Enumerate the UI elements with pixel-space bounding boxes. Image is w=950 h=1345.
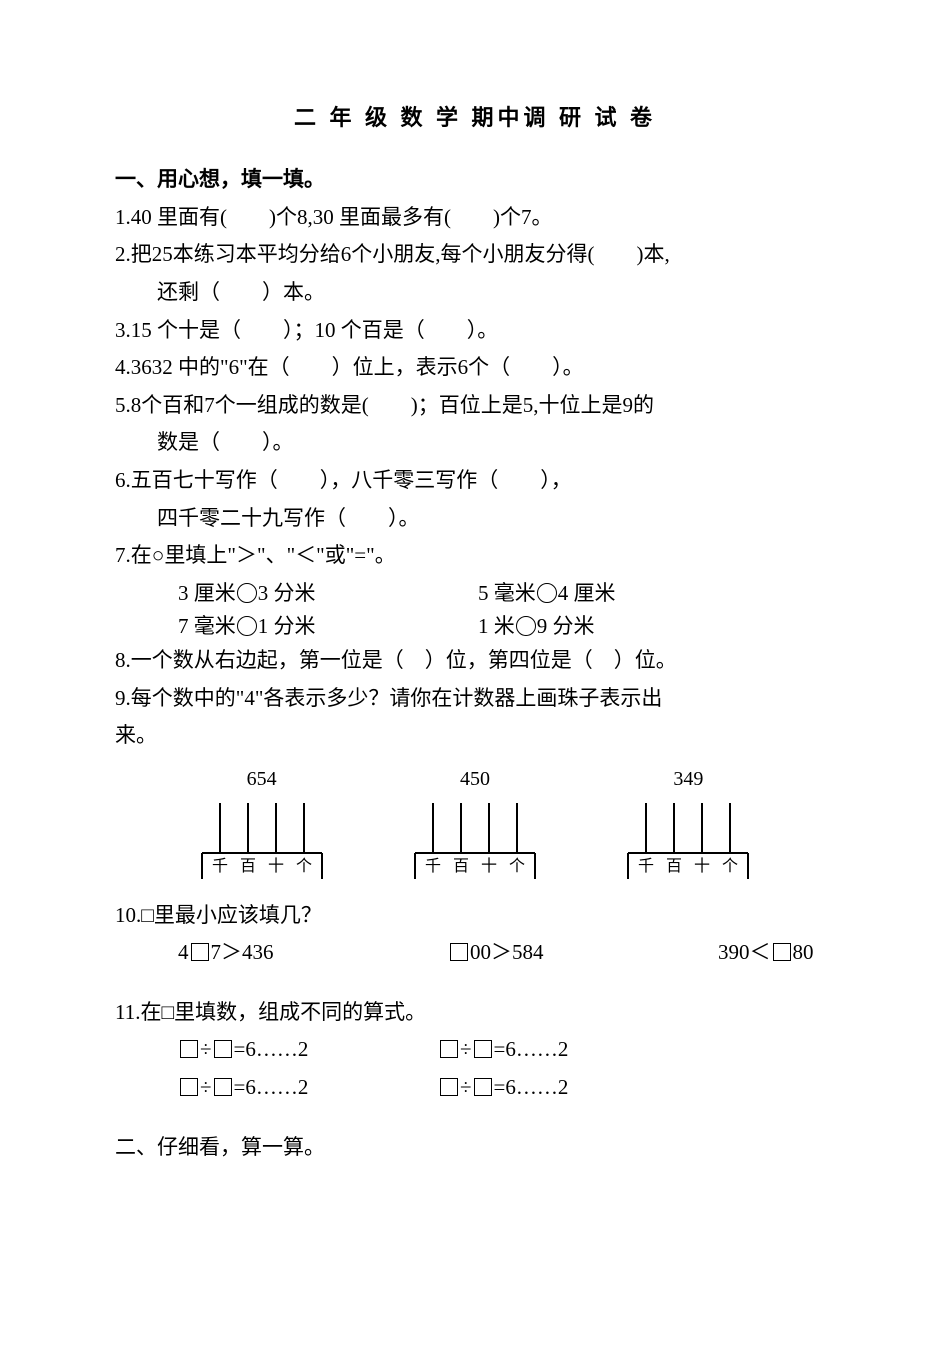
circle-icon — [537, 583, 557, 603]
question-10: 10.□里最小应该填几？ — [115, 899, 835, 933]
minfill-cell: 00＞584 — [448, 936, 718, 970]
compare-cell: 1 米 9 分米 — [478, 610, 778, 644]
square-icon — [440, 1078, 458, 1096]
question-1: 1.40 里面有( )个8,30 里面最多有( )个7。 — [115, 201, 835, 235]
section-1-header: 一、用心想，填一填。 — [115, 163, 835, 197]
square-icon — [191, 943, 209, 961]
abacus-row: 654 千 百 十 个 450 千 百 十 个 — [155, 763, 795, 881]
minfill-cell: 390＜ 80 — [718, 936, 950, 970]
divide-sign: ÷ — [200, 1037, 212, 1061]
svg-text:百: 百 — [240, 858, 256, 875]
question-2-line2: 还剩（ ）本。 — [115, 276, 835, 310]
svg-text:千: 千 — [638, 857, 654, 875]
abacus-number: 450 — [460, 763, 490, 795]
square-icon — [773, 943, 791, 961]
text: 80 — [793, 940, 814, 964]
svg-text:个: 个 — [722, 857, 738, 875]
section-2-header: 二、仔细看，算一算。 — [115, 1131, 835, 1165]
compare-left: 5 毫米 — [478, 581, 536, 605]
abacus-icon: 千 百 十 个 — [410, 801, 540, 881]
equation-cell: ÷ =6……2 — [178, 1033, 438, 1067]
divide-sign: ÷ — [460, 1037, 472, 1061]
circle-icon — [237, 583, 257, 603]
svg-text:百: 百 — [666, 858, 682, 875]
abacus-icon: 千 百 十 个 — [623, 801, 753, 881]
svg-text:十: 十 — [694, 857, 710, 875]
question-5-line1: 5.8个百和7个一组成的数是( )；百位上是5,十位上是9的 — [115, 389, 835, 423]
compare-cell: 3 厘米 3 分米 — [178, 577, 478, 611]
page-title: 二 年 级 数 学 期中调 研 试 卷 — [115, 100, 835, 135]
svg-text:个: 个 — [509, 857, 525, 875]
question-8: 8.一个数从右边起，第一位是（ ）位，第四位是（ ）位。 — [115, 644, 835, 678]
question-4: 4.3632 中的"6"在（ ）位上，表示6个（ ）。 — [115, 351, 835, 385]
square-icon — [450, 943, 468, 961]
compare-left: 7 毫米 — [178, 614, 236, 638]
compare-right: 4 厘米 — [558, 581, 616, 605]
question-7: 7.在○里填上"＞"、"＜"或"="。 — [115, 539, 835, 573]
abacus-unit: 450 千 百 十 个 — [410, 763, 540, 881]
compare-cell: 5 毫米 4 厘米 — [478, 577, 778, 611]
question-11-grid: ÷ =6……2 ÷ =6……2 ÷ =6……2 ÷ =6……2 — [178, 1033, 835, 1104]
question-6-line1: 6.五百七十写作（ ），八千零三写作（ ）， — [115, 464, 835, 498]
circle-icon — [237, 616, 257, 636]
abacus-number: 349 — [673, 763, 703, 795]
compare-left: 1 米 — [478, 614, 515, 638]
question-10-row: 4 7＞436 00＞584 390＜ 80 — [115, 936, 835, 970]
svg-text:百: 百 — [453, 858, 469, 875]
abacus-unit: 654 千 百 十 个 — [197, 763, 327, 881]
square-icon — [440, 1040, 458, 1058]
square-icon — [214, 1040, 232, 1058]
question-9-line1: 9.每个数中的"4"各表示多少？请你在计数器上画珠子表示出 — [115, 682, 835, 716]
divide-sign: ÷ — [460, 1075, 472, 1099]
question-6-line2: 四千零二十九写作（ ）。 — [115, 502, 835, 536]
compare-right: 9 分米 — [537, 614, 595, 638]
svg-text:十: 十 — [268, 857, 284, 875]
square-icon — [214, 1078, 232, 1096]
equation-cell: ÷ =6……2 — [438, 1071, 698, 1105]
circle-icon — [516, 616, 536, 636]
svg-text:个: 个 — [296, 857, 312, 875]
compare-left: 3 厘米 — [178, 581, 236, 605]
equation-tail: =6……2 — [494, 1037, 569, 1061]
question-9-line2: 来。 — [115, 719, 835, 753]
question-5-line2: 数是（ ）。 — [115, 426, 835, 460]
text: 7＞436 — [211, 940, 274, 964]
question-7-row2: 7 毫米 1 分米 1 米 9 分米 — [115, 610, 835, 644]
text: 390＜ — [718, 940, 771, 964]
divide-sign: ÷ — [200, 1075, 212, 1099]
svg-text:千: 千 — [425, 857, 441, 875]
minfill-cell: 4 7＞436 — [178, 936, 448, 970]
text: 4 — [178, 940, 189, 964]
question-7-row1: 3 厘米 3 分米 5 毫米 4 厘米 — [115, 577, 835, 611]
square-icon — [180, 1078, 198, 1096]
abacus-number: 654 — [247, 763, 277, 795]
text: 00＞584 — [470, 940, 544, 964]
svg-text:千: 千 — [212, 857, 228, 875]
abacus-unit: 349 千 百 十 个 — [623, 763, 753, 881]
question-3: 3.15 个十是（ ）；10 个百是（ ）。 — [115, 314, 835, 348]
equation-cell: ÷ =6……2 — [438, 1033, 698, 1067]
equation-cell: ÷ =6……2 — [178, 1071, 438, 1105]
question-2-line1: 2.把25本练习本平均分给6个小朋友,每个小朋友分得( )本, — [115, 238, 835, 272]
square-icon — [474, 1078, 492, 1096]
square-icon — [180, 1040, 198, 1058]
equation-tail: =6……2 — [494, 1075, 569, 1099]
svg-text:十: 十 — [481, 857, 497, 875]
compare-right: 3 分米 — [258, 581, 316, 605]
compare-cell: 7 毫米 1 分米 — [178, 610, 478, 644]
equation-tail: =6……2 — [234, 1075, 309, 1099]
compare-right: 1 分米 — [258, 614, 316, 638]
abacus-icon: 千 百 十 个 — [197, 801, 327, 881]
equation-tail: =6……2 — [234, 1037, 309, 1061]
square-icon — [474, 1040, 492, 1058]
question-11: 11.在□里填数，组成不同的算式。 — [115, 996, 835, 1030]
